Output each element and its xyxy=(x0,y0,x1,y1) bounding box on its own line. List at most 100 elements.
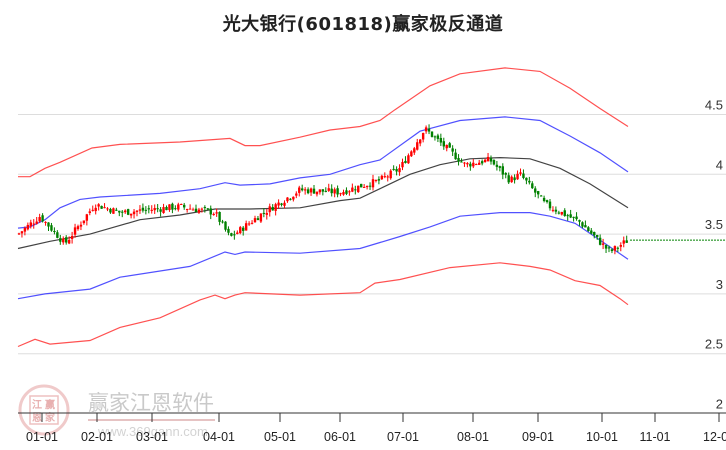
candle-up xyxy=(551,209,555,211)
candle-down xyxy=(100,205,103,209)
candle-down xyxy=(368,185,372,187)
candle-up xyxy=(274,204,277,211)
candle-up xyxy=(20,231,24,234)
candle-down xyxy=(542,197,546,202)
candle-down xyxy=(528,180,531,183)
candle-down xyxy=(144,209,148,211)
candle-up xyxy=(73,227,77,235)
candle-up xyxy=(475,164,478,166)
candle-up xyxy=(132,211,136,215)
candle-up xyxy=(97,204,100,207)
candle-up xyxy=(239,227,242,234)
candle-down xyxy=(50,225,53,231)
y-tick-label: 3 xyxy=(716,277,723,292)
candle-up xyxy=(357,185,360,193)
candle-down xyxy=(171,203,174,210)
candle-down xyxy=(480,161,484,164)
candle-down xyxy=(47,222,50,227)
x-tick-label: 05-01 xyxy=(264,430,296,444)
candle-down xyxy=(56,232,59,238)
x-tick-label: 08-01 xyxy=(457,430,489,444)
candle-down xyxy=(554,209,558,212)
x-tick-label: 04-01 xyxy=(203,430,235,444)
candle-down xyxy=(262,212,266,214)
candle-down xyxy=(531,183,534,189)
candle-up xyxy=(342,192,345,195)
candle-down xyxy=(227,228,230,233)
candle-up xyxy=(478,162,481,165)
candle-down xyxy=(534,188,537,193)
candle-up xyxy=(29,222,32,227)
candle-down xyxy=(525,177,528,181)
candle-down xyxy=(330,188,333,194)
candle-up xyxy=(362,186,366,188)
candle-down xyxy=(165,206,168,211)
candle-down xyxy=(489,158,493,162)
y-axis: 4.5 4 3.5 3 2.5 2 xyxy=(705,98,723,412)
candle-down xyxy=(174,208,177,210)
candle-down xyxy=(336,188,339,195)
candle-up xyxy=(348,191,351,193)
candle-up xyxy=(215,212,218,214)
candle-down xyxy=(563,210,566,216)
candle-up xyxy=(371,179,375,188)
grid-lines xyxy=(18,114,726,355)
candle-up xyxy=(483,159,487,163)
candle-up xyxy=(103,207,106,209)
candle-up xyxy=(135,210,139,212)
candle-up xyxy=(129,213,133,216)
candle-up xyxy=(35,221,38,224)
candle-down xyxy=(590,230,593,234)
candle-up xyxy=(277,202,280,206)
candle-down xyxy=(109,208,112,213)
candle-down xyxy=(121,211,124,213)
candle-up xyxy=(268,206,271,213)
channel-bands xyxy=(17,67,629,348)
candle-up xyxy=(67,239,71,244)
candle-down xyxy=(498,166,502,168)
candle-up xyxy=(421,133,425,140)
candle-up xyxy=(70,235,74,239)
candle-down xyxy=(430,131,434,137)
candle-down xyxy=(504,173,507,175)
candle-up xyxy=(303,189,307,191)
candle-down xyxy=(557,212,561,214)
candle-up xyxy=(286,197,289,202)
candle-down xyxy=(59,238,62,242)
candle-up xyxy=(138,209,142,211)
candle-down xyxy=(53,230,56,232)
candle-up xyxy=(153,208,156,211)
candle-down xyxy=(448,143,451,148)
candle-down xyxy=(593,231,596,236)
candle-up xyxy=(185,209,189,211)
candle-up xyxy=(386,176,389,178)
x-tick-label: 06-01 xyxy=(324,430,356,444)
candle-down xyxy=(578,220,581,222)
candle-down xyxy=(492,160,496,165)
candle-down xyxy=(495,164,499,167)
candle-up xyxy=(374,180,378,182)
candle-up xyxy=(88,211,91,213)
candle-up xyxy=(315,191,319,195)
candle-down xyxy=(221,221,224,223)
band-outer-lower xyxy=(17,262,629,348)
candle-down xyxy=(230,233,233,236)
y-tick-label: 4.5 xyxy=(705,98,723,113)
watermark-brand: 赢家江恩软件 xyxy=(88,391,214,415)
x-tick-label: 02-01 xyxy=(81,430,113,444)
candle-up xyxy=(380,175,384,180)
candle-down xyxy=(324,190,327,192)
candle-down xyxy=(218,212,221,222)
candle-up xyxy=(26,224,30,230)
candle-up xyxy=(463,162,466,164)
candle-down xyxy=(607,247,611,249)
candle-up xyxy=(94,207,97,212)
candle-down xyxy=(118,210,121,213)
candle-down xyxy=(507,175,510,183)
candle-up xyxy=(150,209,153,211)
candle-up xyxy=(188,208,192,210)
candle-up xyxy=(622,240,625,244)
candle-down xyxy=(513,177,516,181)
candle-down xyxy=(41,215,44,222)
candle-down xyxy=(548,201,552,209)
